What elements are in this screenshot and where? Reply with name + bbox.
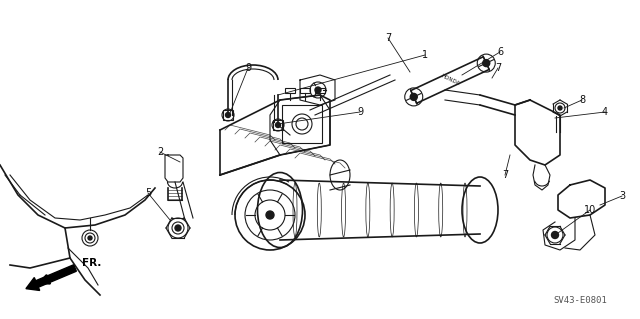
Circle shape [483, 60, 490, 67]
Text: 7: 7 [502, 170, 508, 180]
Circle shape [552, 232, 559, 239]
Text: HONDA: HONDA [440, 73, 460, 86]
Text: 6: 6 [497, 47, 503, 57]
Circle shape [88, 236, 92, 240]
Circle shape [266, 211, 274, 219]
Circle shape [225, 113, 230, 117]
Circle shape [410, 93, 417, 100]
Text: 2: 2 [157, 147, 163, 157]
Text: 7: 7 [495, 63, 501, 73]
Text: 8: 8 [579, 95, 585, 105]
FancyArrow shape [26, 265, 76, 291]
Text: 9: 9 [357, 107, 363, 117]
Circle shape [175, 225, 181, 231]
Text: 1: 1 [422, 50, 428, 60]
Bar [315, 88, 325, 93]
Text: 3: 3 [619, 191, 625, 201]
Text: 9: 9 [245, 63, 251, 73]
Text: 7: 7 [385, 33, 391, 43]
Bar [273, 120, 283, 130]
Bar [223, 110, 233, 120]
Text: 5: 5 [145, 188, 151, 198]
Circle shape [315, 87, 321, 93]
Circle shape [275, 122, 280, 128]
Text: 4: 4 [602, 107, 608, 117]
Circle shape [558, 106, 562, 110]
Text: SV43-E0801: SV43-E0801 [553, 296, 607, 305]
Text: FR.: FR. [82, 258, 101, 268]
Bar [285, 88, 295, 93]
Bar [282, 105, 322, 143]
Text: 10: 10 [584, 205, 596, 215]
Bar [300, 88, 310, 93]
